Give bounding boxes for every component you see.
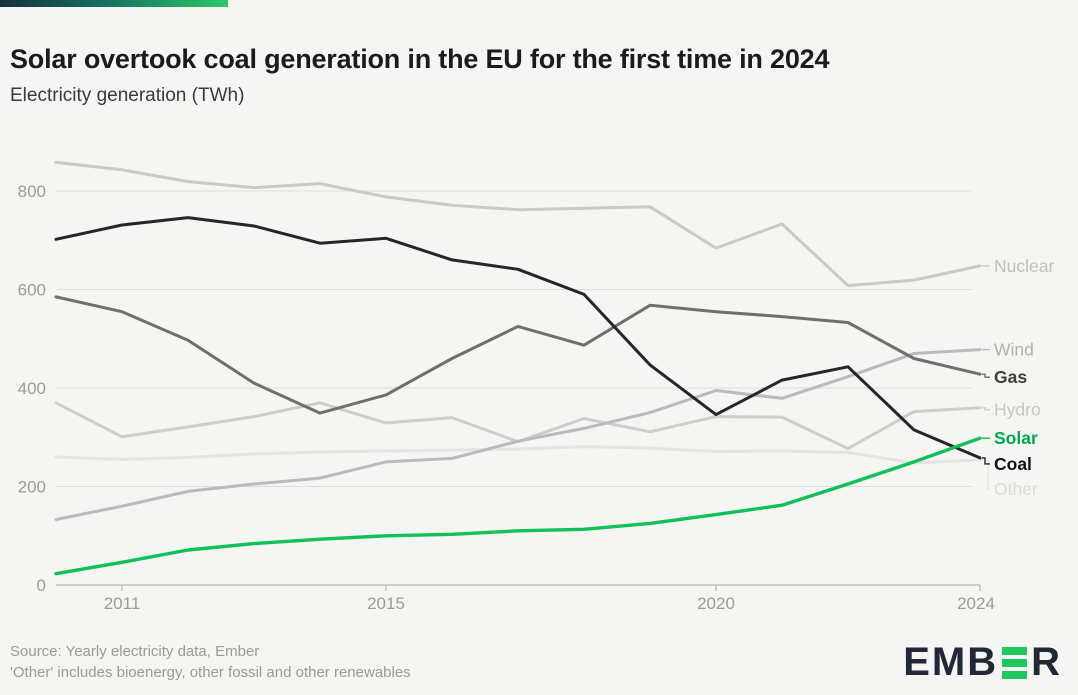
x-tick-label-2015: 2015 <box>367 594 405 613</box>
line-nuclear <box>54 160 982 288</box>
line-wind <box>54 348 982 521</box>
chart-svg: 0 200 400 600 800 2011 2015 2020 2024 Other Nuclea… <box>18 160 1054 613</box>
y-tick-label-0: 0 <box>37 576 46 595</box>
series-label-hydro: Hydro <box>994 400 1041 420</box>
x-tick-label-2024: 2024 <box>957 594 995 613</box>
chart-subtitle: Electricity generation (TWh) <box>10 85 245 106</box>
x-tick-label-2020: 2020 <box>697 594 735 613</box>
source-line: Source: Yearly electricity data, Ember <box>10 643 260 660</box>
brand-gradient-bar <box>0 0 228 7</box>
y-tick-label-400: 400 <box>18 379 46 398</box>
ember-logo: EMB R <box>903 640 1062 685</box>
label-connector-coal <box>982 457 990 465</box>
line-coal <box>54 216 982 460</box>
series-label-solar: Solar <box>994 428 1038 448</box>
line-solar <box>54 436 982 576</box>
label-connector-hydro <box>982 407 990 411</box>
series-label-coal: Coal <box>994 454 1032 474</box>
series-label-nuclear: Nuclear <box>994 256 1054 276</box>
logo-green-e-icon <box>1002 646 1028 679</box>
logo-text-emb: EMB <box>903 640 999 684</box>
line-gas <box>54 295 982 415</box>
logo-text-r: R <box>1031 640 1062 684</box>
other-definition-line: 'Other' includes bioenergy, other fossil… <box>10 664 411 681</box>
series-label-wind: Wind <box>994 340 1034 360</box>
label-connector-gas <box>982 373 990 378</box>
y-tick-label-200: 200 <box>18 478 46 497</box>
series-label-other: Other <box>994 479 1038 499</box>
x-tick-label-2011: 2011 <box>104 594 141 613</box>
page-title: Solar overtook coal generation in the EU… <box>10 44 830 75</box>
y-tick-label-600: 600 <box>18 281 46 300</box>
line-other <box>54 445 982 465</box>
series-label-gas: Gas <box>994 367 1027 387</box>
y-tick-label-800: 800 <box>18 182 46 201</box>
source-note: Source: Yearly electricity data, Ember '… <box>10 641 411 683</box>
